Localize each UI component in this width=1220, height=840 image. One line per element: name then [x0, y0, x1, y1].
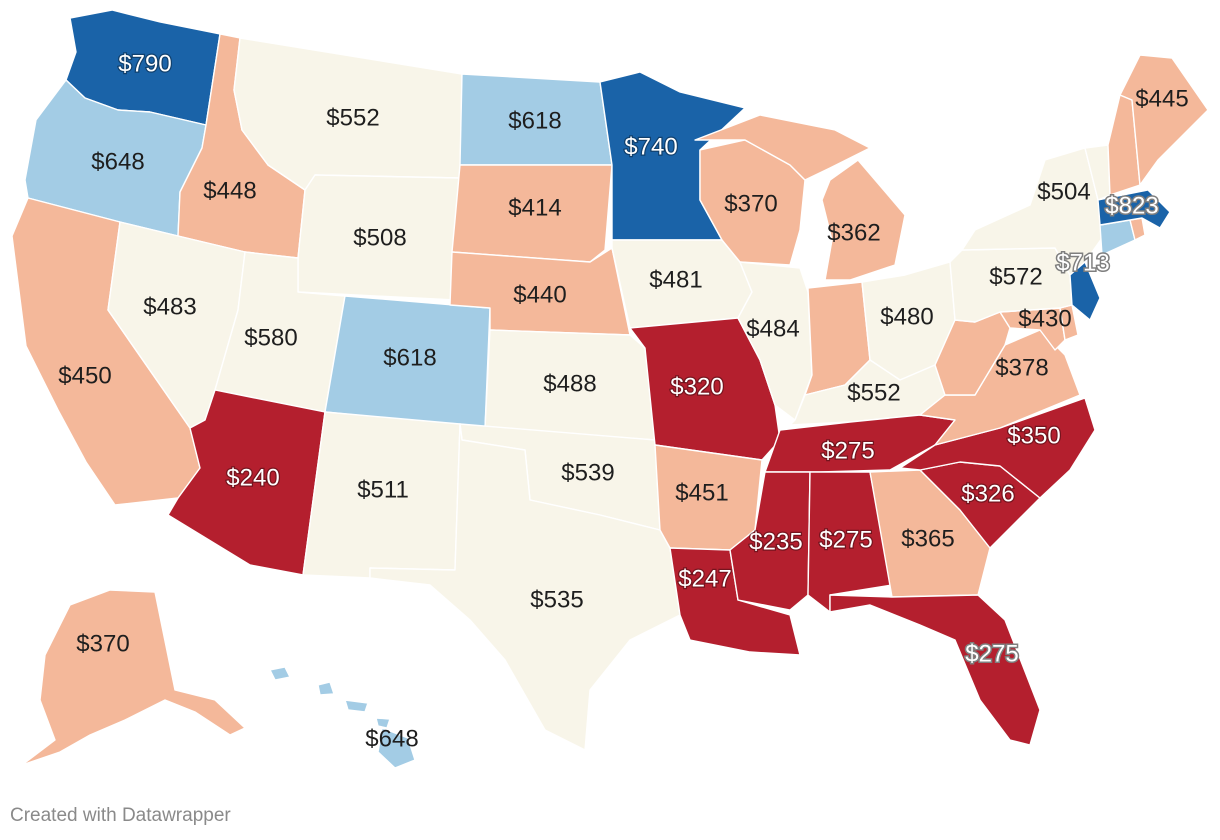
state-label-nd: $618: [508, 107, 561, 134]
state-il[interactable]: [737, 261, 813, 421]
state-label-ma: $823: [1105, 192, 1158, 219]
state-label-mi: $362: [827, 219, 880, 246]
state-fl[interactable]: [829, 594, 1041, 746]
state-label-ks: $488: [543, 370, 596, 397]
state-label-il: $484: [746, 315, 799, 342]
state-label-wi: $370: [724, 190, 777, 217]
state-label-nv: $483: [143, 293, 196, 320]
state-label-wa: $790: [118, 50, 171, 77]
state-label-nc: $350: [1007, 422, 1060, 449]
state-label-ok: $539: [561, 459, 614, 486]
state-label-co: $618: [383, 344, 436, 371]
state-label-tx: $535: [530, 586, 583, 613]
state-label-nm: $511: [357, 476, 409, 503]
state-label-or: $648: [91, 148, 144, 175]
us-choropleth-map: $790 $648 $450 $448 $483 $552 $508 $580 $240 $618…: [11, 9, 1209, 769]
state-label-in: $430: [1018, 305, 1071, 332]
state-label-me: $445: [1135, 85, 1188, 112]
state-ma[interactable]: [1097, 189, 1171, 229]
state-label-az: $240: [226, 464, 279, 491]
state-label-id: $448: [203, 177, 256, 204]
state-label-mt: $552: [326, 104, 379, 131]
state-label-la: $247: [678, 565, 731, 592]
state-mi[interactable]: [694, 114, 906, 281]
state-nj[interactable]: [1069, 261, 1101, 321]
state-hi[interactable]: [269, 666, 416, 769]
state-label-ms: $235: [749, 528, 802, 555]
state-label-ky: $552: [847, 379, 900, 406]
state-tx[interactable]: [369, 423, 681, 751]
state-label-sd: $414: [508, 194, 561, 221]
state-label-ar: $451: [675, 479, 728, 506]
state-label-al: $275: [819, 526, 872, 553]
state-ak[interactable]: [21, 589, 246, 766]
state-label-fl: $275: [965, 640, 1018, 667]
state-label-ut: $580: [244, 324, 297, 351]
state-label-va: $378: [995, 354, 1048, 381]
state-label-hi: $648: [365, 725, 418, 752]
state-label-tn: $275: [821, 437, 874, 464]
datawrapper-credit: Created with Datawrapper: [10, 805, 231, 826]
state-label-pa: $572: [989, 263, 1042, 290]
state-label-nj: $713: [1056, 249, 1109, 276]
state-label-ga: $365: [901, 525, 954, 552]
state-label-ca: $450: [58, 362, 111, 389]
state-label-ny: $504: [1037, 178, 1090, 205]
state-label-ia: $481: [649, 266, 702, 293]
state-label-sc: $326: [961, 480, 1014, 507]
state-me[interactable]: [1119, 54, 1209, 186]
state-label-ak: $370: [76, 630, 129, 657]
state-label-mo: $320: [670, 373, 723, 400]
state-label-oh: $480: [880, 303, 933, 330]
state-label-wy: $508: [353, 224, 406, 251]
state-label-ne: $440: [513, 281, 566, 308]
state-label-mn: $740: [624, 133, 677, 160]
